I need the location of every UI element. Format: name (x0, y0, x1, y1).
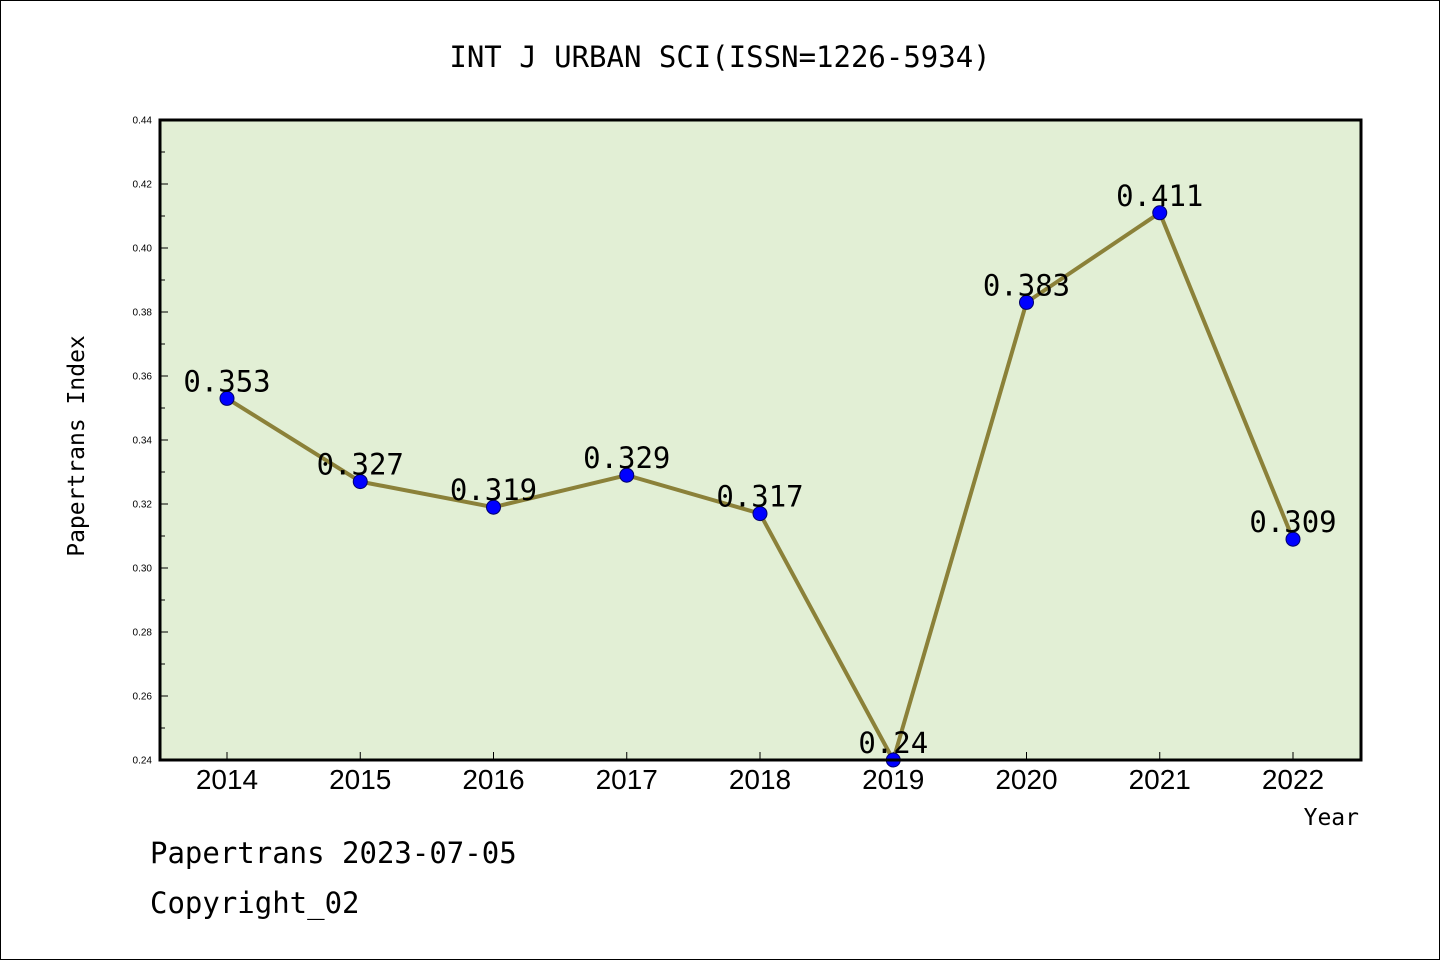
y-tick-label: 0.36 (133, 372, 153, 383)
data-label: 0.383 (983, 268, 1070, 302)
data-label: 0.24 (858, 726, 928, 760)
x-tick-label: 2021 (1129, 764, 1191, 795)
footer-date: Papertrans 2023-07-05 (150, 836, 517, 870)
data-point-marker (619, 467, 635, 483)
data-point-marker (219, 390, 235, 406)
x-tick-label: 2015 (329, 764, 391, 795)
data-point-marker (1285, 531, 1301, 547)
x-axis: 2014 2015 2016 2017 2018 2019 2020 2021 2022 (196, 752, 1324, 795)
x-tick-label: 2014 (196, 764, 258, 795)
y-tick-label: 0.38 (133, 308, 153, 319)
data-point-marker (1019, 294, 1034, 310)
chart-title: INT J URBAN SCI(ISSN=1226-5934) (449, 40, 990, 74)
plot-border (158, 118, 1363, 762)
y-axis-label: Papertrans Index (64, 335, 90, 557)
x-tick-label: 2020 (995, 764, 1057, 795)
y-tick-label: 0.32 (133, 500, 153, 511)
x-tick-label: 2019 (862, 764, 924, 795)
data-label: 0.319 (450, 473, 537, 507)
x-tick-label: 2022 (1262, 764, 1324, 795)
data-labels: 0.353 0.327 0.319 0.329 0.317 0.24 0.383 0.411 0… (183, 179, 1336, 760)
plot-area (160, 120, 1361, 760)
y-axis: 0.24 0.26 0.28 0.30 0.32 0.34 0.36 0.38 0.40 0.42… (133, 116, 168, 767)
y-tick-label: 0.28 (133, 628, 153, 639)
x-tick-label: 2018 (729, 764, 791, 795)
data-point-marker (1152, 205, 1168, 221)
series-layer (219, 205, 1301, 768)
data-point-marker (352, 474, 368, 490)
data-label: 0.317 (716, 480, 803, 514)
y-tick-label: 0.26 (133, 692, 153, 703)
data-label: 0.411 (1116, 179, 1203, 213)
footer-copyright: Copyright_02 (150, 886, 360, 920)
y-tick-label: 0.30 (133, 564, 153, 575)
y-tick-label: 0.34 (133, 436, 153, 447)
data-point-marker (486, 499, 501, 515)
data-point-marker (752, 506, 768, 522)
data-label: 0.309 (1249, 505, 1336, 539)
x-tick-label: 2016 (462, 764, 524, 795)
y-tick-label: 0.40 (133, 244, 153, 255)
data-label: 0.327 (317, 448, 404, 482)
x-tick-label: 2017 (596, 764, 658, 795)
data-label: 0.329 (583, 441, 670, 475)
y-tick-label: 0.24 (133, 756, 153, 767)
y-tick-label: 0.42 (133, 180, 153, 191)
x-axis-label: Year (1304, 805, 1359, 831)
y-tick-label: 0.44 (133, 116, 153, 127)
data-label: 0.353 (183, 364, 270, 398)
